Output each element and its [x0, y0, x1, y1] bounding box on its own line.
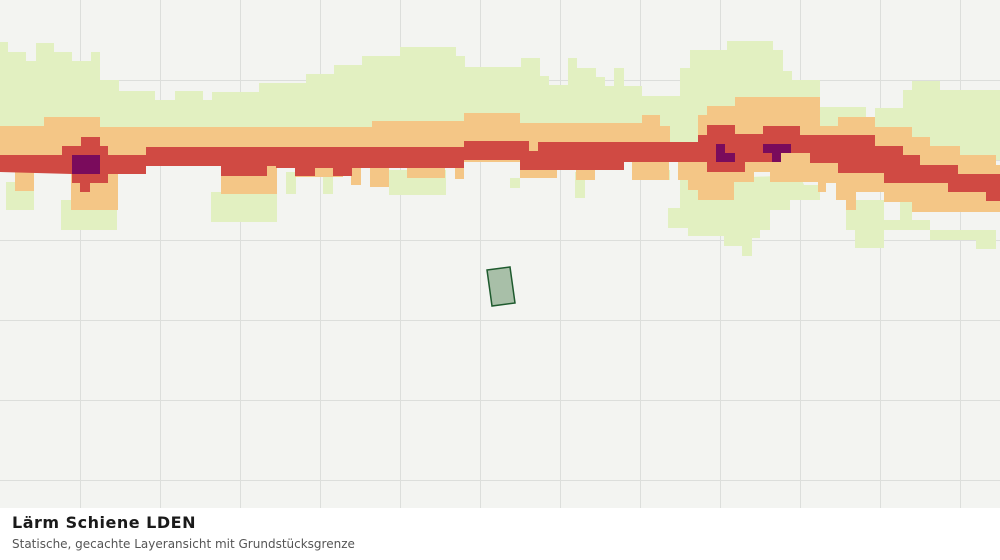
- map-subtitle: Statische, gecachte Layeransicht mit Gru…: [12, 537, 355, 551]
- noise-zone-low: [323, 172, 333, 194]
- caption: Lärm Schiene LDEN Statische, gecachte La…: [0, 508, 1000, 560]
- noise-zone-medium: [455, 165, 464, 179]
- noise-zone-medium: [351, 165, 361, 185]
- noise-zone-very-high: [716, 144, 725, 153]
- noise-zone-high: [333, 166, 352, 176]
- noise-zone-high: [0, 125, 1000, 201]
- noise-zone-very-high: [772, 153, 781, 162]
- noise-zone-medium: [407, 165, 445, 178]
- noise-zone-very-high: [763, 144, 791, 153]
- noise-zone-high: [0, 125, 1000, 201]
- noise-zone-low: [286, 172, 296, 194]
- map-title: Lärm Schiene LDEN: [12, 513, 196, 532]
- noise-zone-low: [800, 185, 820, 200]
- map-view: [0, 0, 1000, 508]
- noise-zone-medium: [370, 165, 389, 187]
- noise-zone-very-high: [72, 155, 100, 174]
- noise-zone-low: [211, 192, 277, 222]
- parcel-boundary: [486, 266, 516, 307]
- noise-zone-medium: [15, 172, 34, 191]
- noise-zone-medium: [632, 162, 669, 180]
- noise-zone-low: [846, 200, 996, 249]
- noise-zone-low: [510, 178, 520, 188]
- noise-zone-very-high: [716, 153, 735, 162]
- noise-zone-very-high: [72, 144, 791, 174]
- noise-zone-low: [575, 172, 585, 198]
